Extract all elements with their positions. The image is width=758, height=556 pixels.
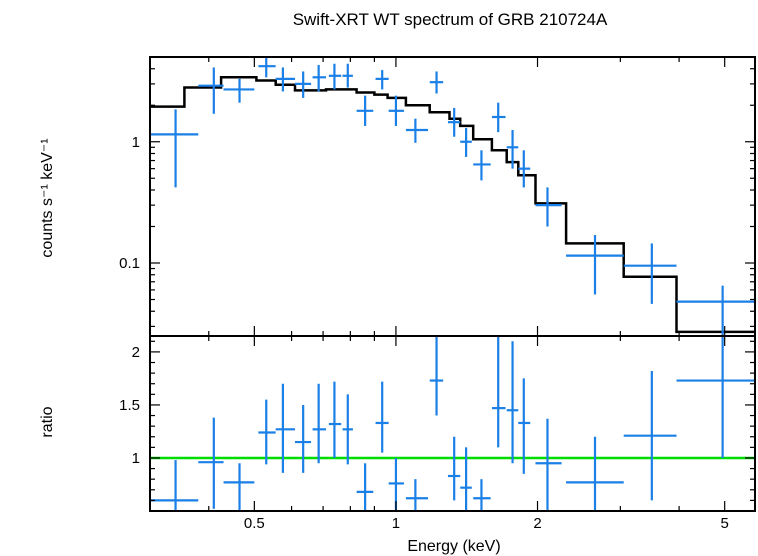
top-data-point <box>535 187 562 227</box>
ratio-data-point <box>150 460 199 511</box>
top-data-point <box>506 129 519 169</box>
top-data-point <box>566 235 624 295</box>
ratio-data-point <box>566 436 624 511</box>
ratio-data-point <box>275 383 295 473</box>
plot-layer: 0.5 1 2 5 0.1 1 1 1.5 2 <box>119 56 756 532</box>
bottom-panel-frame <box>149 335 756 512</box>
top-data-point <box>518 150 531 188</box>
ratio-data-point <box>198 417 224 509</box>
ratio-y-tick-label: 1 <box>132 450 140 467</box>
top-data-point <box>275 67 295 92</box>
top-data-point <box>294 71 312 98</box>
ratio-y-tick-label: 2 <box>132 344 140 361</box>
top-data-point <box>342 63 353 88</box>
ratio-data-point <box>535 418 562 511</box>
top-panel-frame <box>149 56 756 337</box>
top-y-tick-label: 0.1 <box>119 255 140 272</box>
top-data-point <box>429 71 444 94</box>
ratio-data-point <box>429 336 444 416</box>
ratio-data-point <box>328 381 342 458</box>
ratio-data-point <box>342 394 353 465</box>
model-step-line <box>150 76 755 334</box>
top-panel-plot <box>150 57 755 336</box>
x-tick-label: 0.5 <box>244 515 265 532</box>
ratio-data-point <box>312 383 326 464</box>
ratio-data-point <box>518 378 531 474</box>
x-tick-label: 5 <box>721 515 729 532</box>
top-data-point <box>388 95 404 126</box>
ratio-y-tick-label: 1.5 <box>119 397 140 414</box>
top-data-point <box>150 109 199 188</box>
ratio-data-point <box>223 463 255 511</box>
top-data-point <box>328 63 342 90</box>
x-tick-label: 2 <box>533 515 541 532</box>
chart-title: Swift-XRT WT spectrum of GRB 210724A <box>293 10 608 29</box>
top-data-point <box>447 107 461 137</box>
top-data-point <box>623 243 677 304</box>
top-data-point <box>223 78 255 103</box>
top-data-point <box>375 70 389 90</box>
ratio-data-point <box>356 463 374 511</box>
ratio-data-point <box>258 399 276 465</box>
top-data-point <box>405 118 429 143</box>
top-data-point <box>491 102 506 133</box>
ratio-data-point <box>460 447 472 511</box>
ratio-data-point <box>294 404 312 473</box>
top-data-point <box>473 150 491 181</box>
bottom-y-axis-label: ratio <box>39 406 56 437</box>
top-data-point <box>356 95 374 126</box>
top-y-axis-label: counts s⁻¹ keV⁻¹ <box>39 138 56 257</box>
top-data-point <box>198 67 224 114</box>
ratio-data-point <box>623 371 677 501</box>
top-data-point <box>460 127 472 157</box>
bottom-panel-plot <box>150 336 755 511</box>
ratio-data-point <box>506 341 519 464</box>
top-data-point <box>258 57 276 78</box>
ratio-data-point <box>473 479 491 511</box>
ratio-data-point <box>491 336 506 448</box>
ratio-data-point <box>375 381 389 453</box>
x-tick-label: 1 <box>392 515 400 532</box>
top-data-point <box>676 285 755 336</box>
ratio-data-point <box>676 336 755 458</box>
x-axis-label: Energy (keV) <box>407 538 500 555</box>
top-y-tick-label: 1 <box>132 134 140 151</box>
top-data-point <box>312 64 326 92</box>
ratio-data-point <box>405 479 429 511</box>
ratio-data-point <box>447 436 461 501</box>
